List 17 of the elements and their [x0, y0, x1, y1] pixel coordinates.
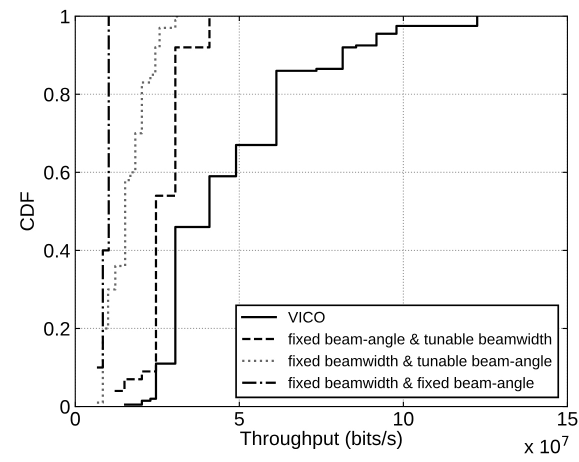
- y-tick-label: 0.2: [44, 322, 70, 336]
- text: x 10$^{7}$: [524, 436, 568, 454]
- x-tick-label: 10: [394, 412, 414, 426]
- x-axis-title: Throughput (bits/s): [240, 430, 402, 450]
- legend-label: fixed beamwidth & tunable beam-angle: [288, 355, 552, 370]
- legend-label: fixed beamwidth & fixed beam-angle: [288, 377, 534, 392]
- x-tick-label: 15: [558, 412, 578, 426]
- y-tick-label: 1: [61, 10, 70, 24]
- y-tick-label: 0.6: [44, 166, 70, 180]
- y-tick-label: 0.8: [44, 88, 70, 102]
- x-tick-label: 0: [70, 412, 80, 426]
- y-axis-title: CDF: [20, 192, 34, 230]
- legend-label: VICO: [288, 312, 325, 323]
- legend-label: fixed beam-angle & tunable beamwidth: [288, 333, 552, 348]
- x-tick-label: 5: [234, 412, 244, 426]
- y-tick-label: 0: [60, 400, 70, 414]
- y-tick-label: 0.4: [44, 244, 70, 258]
